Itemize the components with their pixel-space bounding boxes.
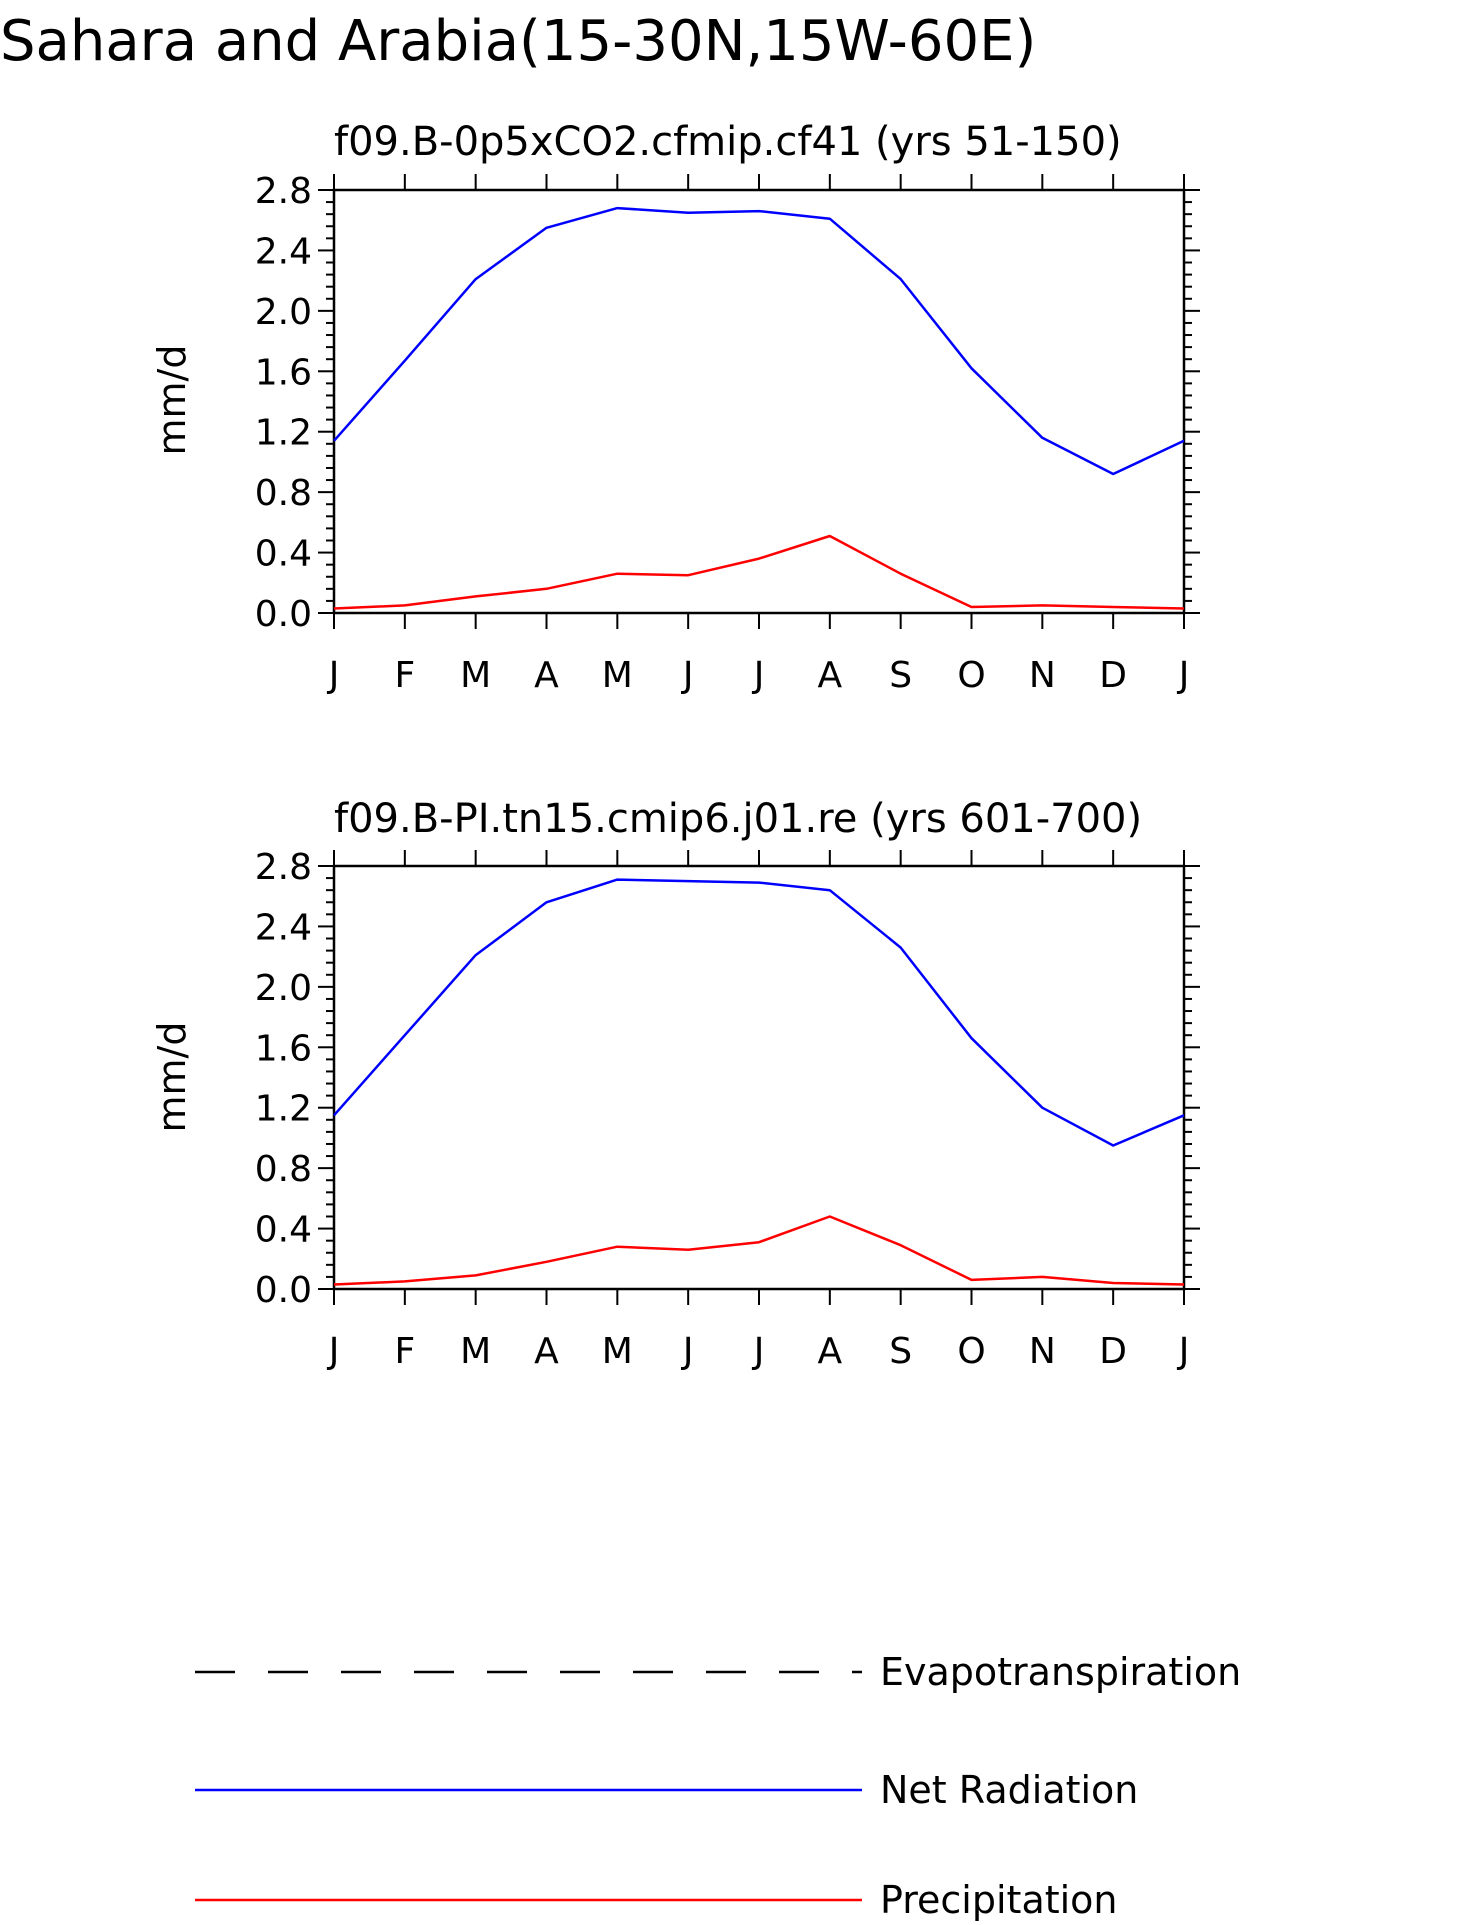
x-tick-label: J xyxy=(681,655,694,696)
legend-label-precipitation: Precipitation xyxy=(880,1878,1118,1922)
y-tick-label: 0.4 xyxy=(255,1210,312,1251)
x-tick-label: A xyxy=(818,655,843,696)
y-tick-label: 1.2 xyxy=(255,1089,312,1130)
x-tick-label: J xyxy=(681,1331,694,1372)
x-tick-label: F xyxy=(394,1331,415,1372)
y-tick-label: 0.8 xyxy=(255,1149,312,1190)
x-tick-label: M xyxy=(602,1331,633,1372)
x-tick-label: O xyxy=(957,1331,985,1372)
x-tick-label: M xyxy=(602,655,633,696)
y-tick-label: 0.0 xyxy=(255,594,312,635)
x-tick-label: A xyxy=(818,1331,843,1372)
x-tick-label: O xyxy=(957,655,985,696)
y-tick-label: 0.0 xyxy=(255,1270,312,1311)
plot-frame-top xyxy=(332,188,1186,615)
panel-title-bottom: f09.B-PI.tn15.cmip6.j01.re (yrs 601-700) xyxy=(334,796,1142,842)
panel-title-top: f09.B-0p5xCO2.cfmip.cf41 (yrs 51-150) xyxy=(334,119,1122,165)
x-tick-label: J xyxy=(327,655,340,696)
x-tick-label: F xyxy=(394,655,415,696)
x-tick-label: A xyxy=(534,1331,559,1372)
x-tick-label: D xyxy=(1099,1331,1127,1372)
x-tick-label: M xyxy=(460,1331,491,1372)
y-tick-label: 1.6 xyxy=(255,352,312,393)
y-tick-label: 2.0 xyxy=(255,968,312,1009)
chart-panel-top: f09.B-0p5xCO2.cfmip.cf41 (yrs 51-150) mm… xyxy=(150,119,1200,696)
y-tick-label: 1.6 xyxy=(255,1028,312,1069)
x-tick-label: A xyxy=(534,655,559,696)
y-tick-label: 2.0 xyxy=(255,292,312,333)
series-line-net-radiation xyxy=(333,878,1185,1147)
y-tick-label: 0.4 xyxy=(255,534,312,575)
series-line-net-radiation xyxy=(333,206,1185,476)
y-tick-label: 0.8 xyxy=(255,473,312,514)
y-axis-title-bottom: mm/d xyxy=(150,1022,194,1133)
legend-label-net-radiation: Net Radiation xyxy=(880,1768,1138,1812)
x-tick-label: S xyxy=(889,1331,912,1372)
x-tick-label: M xyxy=(460,655,491,696)
x-tick-label: D xyxy=(1099,655,1127,696)
legend: Evapotranspiration Net Radiation Precipi… xyxy=(195,1650,1241,1922)
y-tick-label: 2.4 xyxy=(255,231,312,272)
x-tick-label: J xyxy=(752,655,765,696)
x-tick-label: S xyxy=(889,655,912,696)
x-tick-label: N xyxy=(1029,655,1056,696)
series-line-precipitation xyxy=(333,1215,1185,1286)
chart-panel-bottom: f09.B-PI.tn15.cmip6.j01.re (yrs 601-700)… xyxy=(150,796,1200,1372)
figure-title: Sahara and Arabia(15-30N,15W-60E) xyxy=(0,9,1036,74)
x-tick-label: N xyxy=(1029,1331,1056,1372)
x-tick-label: J xyxy=(327,1331,340,1372)
plot-frame-bottom xyxy=(332,864,1186,1291)
x-tick-label: J xyxy=(1177,1331,1190,1372)
y-tick-label: 2.8 xyxy=(255,171,312,212)
y-tick-label: 2.8 xyxy=(255,847,312,888)
series-line-precipitation xyxy=(333,534,1185,610)
y-axis-title-top: mm/d xyxy=(150,345,194,456)
y-tick-label: 2.4 xyxy=(255,907,312,948)
y-tick-label: 1.2 xyxy=(255,413,312,454)
x-tick-label: J xyxy=(752,1331,765,1372)
x-tick-label: J xyxy=(1177,655,1190,696)
legend-label-evapotranspiration: Evapotranspiration xyxy=(880,1650,1241,1694)
